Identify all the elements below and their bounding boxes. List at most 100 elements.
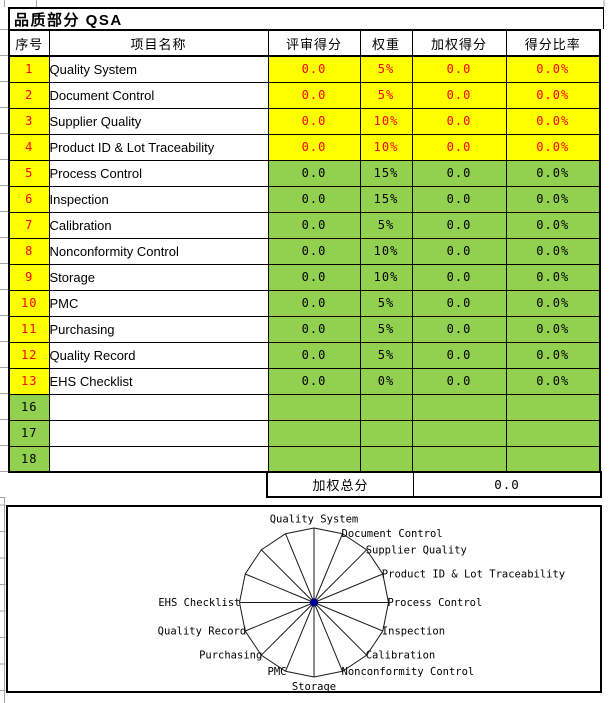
- cell-item-name[interactable]: Purchasing: [48, 315, 269, 343]
- cell-weight[interactable]: 15%: [359, 159, 413, 187]
- cell-score-ratio[interactable]: [505, 419, 601, 447]
- cell-weight[interactable]: [359, 445, 413, 473]
- cell-weighted-score[interactable]: 0.0: [411, 55, 507, 83]
- cell-review-score[interactable]: [267, 419, 361, 447]
- cell-score-ratio[interactable]: 0.0%: [505, 263, 601, 291]
- cell-weighted-score[interactable]: 0.0: [411, 211, 507, 239]
- cell-item-name[interactable]: Storage: [48, 263, 269, 291]
- cell-weight[interactable]: 10%: [359, 107, 413, 135]
- cell-score-ratio[interactable]: [505, 393, 601, 421]
- cell-score-ratio[interactable]: 0.0%: [505, 81, 601, 109]
- cell-score-ratio[interactable]: 0.0%: [505, 185, 601, 213]
- cell-no[interactable]: 16: [8, 393, 50, 421]
- cell-weight[interactable]: 5%: [359, 289, 413, 317]
- cell-review-score[interactable]: 0.0: [267, 263, 361, 291]
- cell-weighted-score[interactable]: 0.0: [411, 263, 507, 291]
- cell-score-ratio[interactable]: 0.0%: [505, 289, 601, 317]
- cell-item-name[interactable]: [48, 419, 269, 447]
- cell-review-score[interactable]: 0.0: [267, 289, 361, 317]
- cell-review-score[interactable]: 0.0: [267, 185, 361, 213]
- cell-weight[interactable]: 10%: [359, 263, 413, 291]
- cell-score-ratio[interactable]: 0.0%: [505, 159, 601, 187]
- cell-weighted-score[interactable]: 0.0: [411, 107, 507, 135]
- cell-score-ratio[interactable]: 0.0%: [505, 367, 601, 395]
- cell-weighted-score[interactable]: 0.0: [411, 237, 507, 265]
- cell-review-score[interactable]: [267, 445, 361, 473]
- cell-item-name[interactable]: PMC: [48, 289, 269, 317]
- cell-item-name[interactable]: [48, 445, 269, 473]
- cell-no[interactable]: 13: [8, 367, 50, 395]
- cell-weighted-score[interactable]: 0.0: [411, 315, 507, 343]
- cell-weight[interactable]: [359, 393, 413, 421]
- cell-weight[interactable]: 10%: [359, 133, 413, 161]
- cell-weight[interactable]: 10%: [359, 237, 413, 265]
- cell-review-score[interactable]: 0.0: [267, 367, 361, 395]
- cell-score-ratio[interactable]: 0.0%: [505, 55, 601, 83]
- cell-weighted-score[interactable]: [411, 419, 507, 447]
- cell-no[interactable]: 10: [8, 289, 50, 317]
- cell-item-name[interactable]: Quality Record: [48, 341, 269, 369]
- cell-review-score[interactable]: 0.0: [267, 237, 361, 265]
- cell-item-name[interactable]: Inspection: [48, 185, 269, 213]
- cell-review-score[interactable]: 0.0: [267, 81, 361, 109]
- cell-item-name[interactable]: Process Control: [48, 159, 269, 187]
- cell-review-score[interactable]: 0.0: [267, 315, 361, 343]
- cell-item-name[interactable]: Calibration: [48, 211, 269, 239]
- cell-weight[interactable]: 5%: [359, 315, 413, 343]
- cell-weight[interactable]: [359, 419, 413, 447]
- cell-item-name[interactable]: Quality System: [48, 55, 269, 83]
- cell-no[interactable]: 8: [8, 237, 50, 265]
- cell-weighted-score[interactable]: 0.0: [411, 81, 507, 109]
- cell-review-score[interactable]: 0.0: [267, 159, 361, 187]
- cell-weight[interactable]: 5%: [359, 211, 413, 239]
- cell-no[interactable]: 6: [8, 185, 50, 213]
- cell-weight[interactable]: 5%: [359, 81, 413, 109]
- cell-score-ratio[interactable]: 0.0%: [505, 341, 601, 369]
- cell-no[interactable]: 7: [8, 211, 50, 239]
- cell-score-ratio[interactable]: 0.0%: [505, 107, 601, 135]
- cell-weighted-score[interactable]: 0.0: [411, 289, 507, 317]
- cell-weight[interactable]: 0%: [359, 367, 413, 395]
- cell-score-ratio[interactable]: 0.0%: [505, 211, 601, 239]
- cell-no[interactable]: 17: [8, 419, 50, 447]
- cell-weighted-score[interactable]: [411, 445, 507, 473]
- cell-no[interactable]: 3: [8, 107, 50, 135]
- cell-no[interactable]: 18: [8, 445, 50, 473]
- cell-weighted-score[interactable]: 0.0: [411, 185, 507, 213]
- cell-no[interactable]: 4: [8, 133, 50, 161]
- cell-score-ratio[interactable]: 0.0%: [505, 315, 601, 343]
- cell-weight[interactable]: 15%: [359, 185, 413, 213]
- cell-item-name[interactable]: [48, 393, 269, 421]
- cell-score-ratio[interactable]: 0.0%: [505, 237, 601, 265]
- cell-item-name[interactable]: Product ID & Lot Traceability: [48, 133, 269, 161]
- cell-no[interactable]: 2: [8, 81, 50, 109]
- cell-no[interactable]: 12: [8, 341, 50, 369]
- radar-series-point: [309, 598, 319, 607]
- cell-review-score[interactable]: 0.0: [267, 211, 361, 239]
- cell-weighted-score[interactable]: 0.0: [411, 159, 507, 187]
- cell-review-score[interactable]: 0.0: [267, 133, 361, 161]
- cell-weighted-score[interactable]: 0.0: [411, 367, 507, 395]
- cell-score-ratio[interactable]: [505, 445, 601, 473]
- cell-no[interactable]: 11: [8, 315, 50, 343]
- cell-no[interactable]: 5: [8, 159, 50, 187]
- cell-review-score[interactable]: 0.0: [267, 107, 361, 135]
- cell-weighted-score[interactable]: [411, 393, 507, 421]
- cell-item-name[interactable]: Supplier Quality: [48, 107, 269, 135]
- cell-weight[interactable]: 5%: [359, 55, 413, 83]
- cell-item-name[interactable]: Nonconformity Control: [48, 237, 269, 265]
- cell-review-score[interactable]: [267, 393, 361, 421]
- radar-axis: [245, 602, 315, 632]
- cell-review-score[interactable]: 0.0: [267, 55, 361, 83]
- cell-score-ratio[interactable]: 0.0%: [505, 133, 601, 161]
- cell-weighted-score[interactable]: 0.0: [411, 133, 507, 161]
- cell-no[interactable]: 9: [8, 263, 50, 291]
- cell-item-name[interactable]: EHS Checklist: [48, 367, 269, 395]
- cell-weighted-score[interactable]: 0.0: [411, 341, 507, 369]
- cell-weight[interactable]: 5%: [359, 341, 413, 369]
- cell-item-name[interactable]: Document Control: [48, 81, 269, 109]
- total-value-cell[interactable]: 0.0: [494, 477, 520, 492]
- cell-no[interactable]: 1: [8, 55, 50, 83]
- cell-review-score[interactable]: 0.0: [267, 341, 361, 369]
